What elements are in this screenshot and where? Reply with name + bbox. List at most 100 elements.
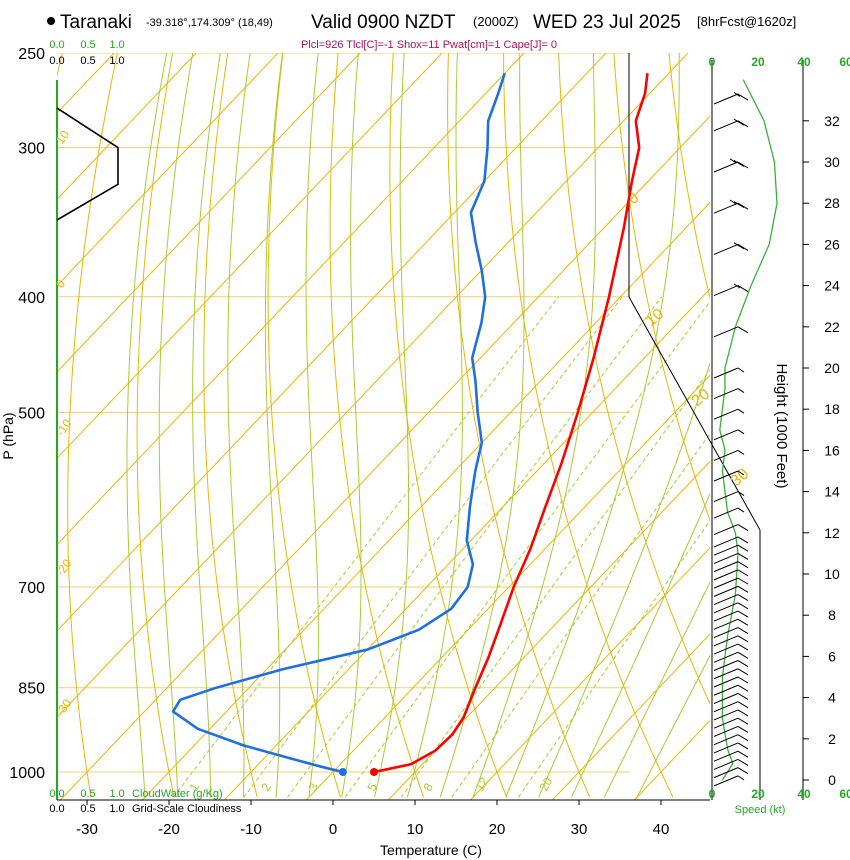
wind-barb-half-flag bbox=[733, 283, 741, 289]
wind-speed-top-label: 60 bbox=[839, 55, 850, 69]
wind-barb bbox=[713, 470, 745, 482]
cloud-cover-line bbox=[56, 107, 119, 221]
wind-barb-shaft bbox=[713, 693, 739, 704]
dry-adiabat-line bbox=[267, 53, 341, 798]
wind-barb bbox=[713, 602, 749, 614]
parcel-parameters: Plcl=926 Tlcl[C]=-1 Shox=11 Pwat[cm]=1 C… bbox=[301, 39, 557, 51]
wind-barb-flag bbox=[733, 159, 745, 167]
wind-barb-shaft bbox=[713, 544, 739, 556]
wind-barb-shaft bbox=[713, 552, 739, 564]
mixing-ratio-line bbox=[286, 296, 663, 798]
isotherm-line bbox=[306, 374, 710, 800]
wind-barb-shaft bbox=[713, 507, 739, 519]
wind-barb bbox=[713, 627, 749, 639]
mixing-ratio-line bbox=[344, 300, 710, 798]
wind-barb-shaft bbox=[713, 709, 739, 721]
wind-barb-shaft bbox=[713, 610, 739, 622]
wind-barb-half-flag bbox=[737, 388, 745, 394]
wind-barb-shaft bbox=[713, 643, 739, 655]
wind-barb bbox=[713, 775, 745, 787]
x-tick-label: -30 bbox=[76, 821, 98, 838]
isotherm-label: 0 bbox=[53, 277, 68, 291]
dry-adiabat-line bbox=[67, 53, 118, 798]
wind-barb-shaft bbox=[713, 734, 739, 746]
wind-barb bbox=[713, 561, 749, 573]
wind-barb bbox=[713, 242, 749, 255]
height-tick-label: 26 bbox=[824, 236, 840, 252]
x-tick-label: 40 bbox=[653, 821, 670, 838]
cloudwater-bottom-label: 0.5 bbox=[80, 788, 95, 800]
wind-barb-shaft bbox=[713, 367, 739, 379]
cloudiness-top-label: 0.5 bbox=[80, 55, 95, 67]
mixing-ratio-line bbox=[517, 519, 710, 798]
cloudiness-top-label: 1.0 bbox=[109, 55, 124, 67]
wind-barb-half-flag bbox=[737, 507, 745, 513]
mixing-ratio-line bbox=[172, 296, 559, 798]
wind-barb-shaft bbox=[713, 758, 739, 770]
dry-adiabat-line bbox=[503, 53, 674, 798]
wind-barb-shaft bbox=[713, 725, 739, 737]
location-dot bbox=[47, 17, 55, 25]
wind-barb-flag bbox=[737, 717, 749, 725]
wind-speed-bottom-label: 40 bbox=[797, 787, 811, 801]
wind-barb-flag bbox=[737, 758, 749, 766]
wind-barb bbox=[713, 577, 749, 589]
wind-barb-flag bbox=[737, 552, 749, 560]
wind-barb bbox=[713, 388, 745, 400]
surface-temperature-point bbox=[370, 768, 378, 776]
wind-barb-flag bbox=[737, 709, 749, 717]
wind-barb-shaft bbox=[713, 449, 739, 461]
wind-barb-flag bbox=[737, 684, 749, 692]
pressure-tick-label: 300 bbox=[18, 141, 45, 158]
dry-adiabat-line bbox=[329, 53, 425, 798]
adiabat-label: 20 bbox=[689, 386, 714, 411]
wind-barb-shaft bbox=[713, 536, 739, 548]
dry-adiabat-line bbox=[668, 53, 710, 300]
moist-adiabat-line bbox=[538, 361, 710, 798]
wind-barb bbox=[713, 524, 749, 536]
x-tick-label: 20 bbox=[489, 821, 506, 838]
wind-barb-shaft bbox=[713, 717, 739, 729]
location-name: Taranaki bbox=[60, 12, 132, 33]
dry-adiabat-line bbox=[389, 53, 508, 798]
temperature-line bbox=[373, 73, 649, 774]
wind-barb-flag bbox=[737, 93, 749, 101]
wind-barb-shaft bbox=[713, 491, 739, 503]
chart-frame-diagonal bbox=[628, 296, 761, 800]
wind-barb-flag bbox=[737, 627, 749, 634]
height-tick-label: 12 bbox=[824, 525, 840, 541]
wind-barb bbox=[713, 767, 749, 779]
wind-barb-flag bbox=[737, 660, 749, 667]
wind-barb bbox=[713, 725, 749, 737]
wind-barb bbox=[713, 585, 749, 597]
wind-barb-flag bbox=[737, 161, 749, 169]
height-tick-label: 2 bbox=[828, 731, 836, 747]
wind-barb bbox=[713, 367, 745, 379]
mixing-ratio-label: 20 bbox=[536, 775, 555, 794]
valid-time: Valid 0900 NZDT bbox=[311, 12, 456, 33]
wind-barb bbox=[713, 643, 749, 655]
wind-barb-flag bbox=[737, 585, 749, 593]
wind-barb bbox=[713, 491, 745, 503]
isotherm-line bbox=[552, 633, 710, 800]
isotherm-line bbox=[57, 53, 279, 287]
wind-barb bbox=[713, 408, 745, 420]
wind-barb-flag bbox=[737, 561, 749, 569]
moist-adiabat-line bbox=[341, 53, 362, 798]
sounding-profiles bbox=[171, 72, 649, 776]
wind-barb-shaft bbox=[713, 635, 739, 647]
mixing-ratio-label: 8 bbox=[420, 780, 436, 793]
wind-barb-flag bbox=[737, 693, 749, 700]
dry-adiabat-line bbox=[613, 53, 710, 522]
isotherm-line bbox=[57, 53, 443, 460]
isotherm-line bbox=[57, 53, 689, 718]
wind-speed-bottom-label: 60 bbox=[839, 787, 850, 801]
wind-barb-half-flag bbox=[729, 199, 737, 205]
wind-barb-flag bbox=[737, 635, 749, 643]
wind-barb-flag bbox=[737, 643, 749, 651]
wind-barb bbox=[713, 693, 749, 704]
wind-barb-shaft bbox=[713, 668, 739, 680]
x-tick-label: 30 bbox=[571, 821, 588, 838]
